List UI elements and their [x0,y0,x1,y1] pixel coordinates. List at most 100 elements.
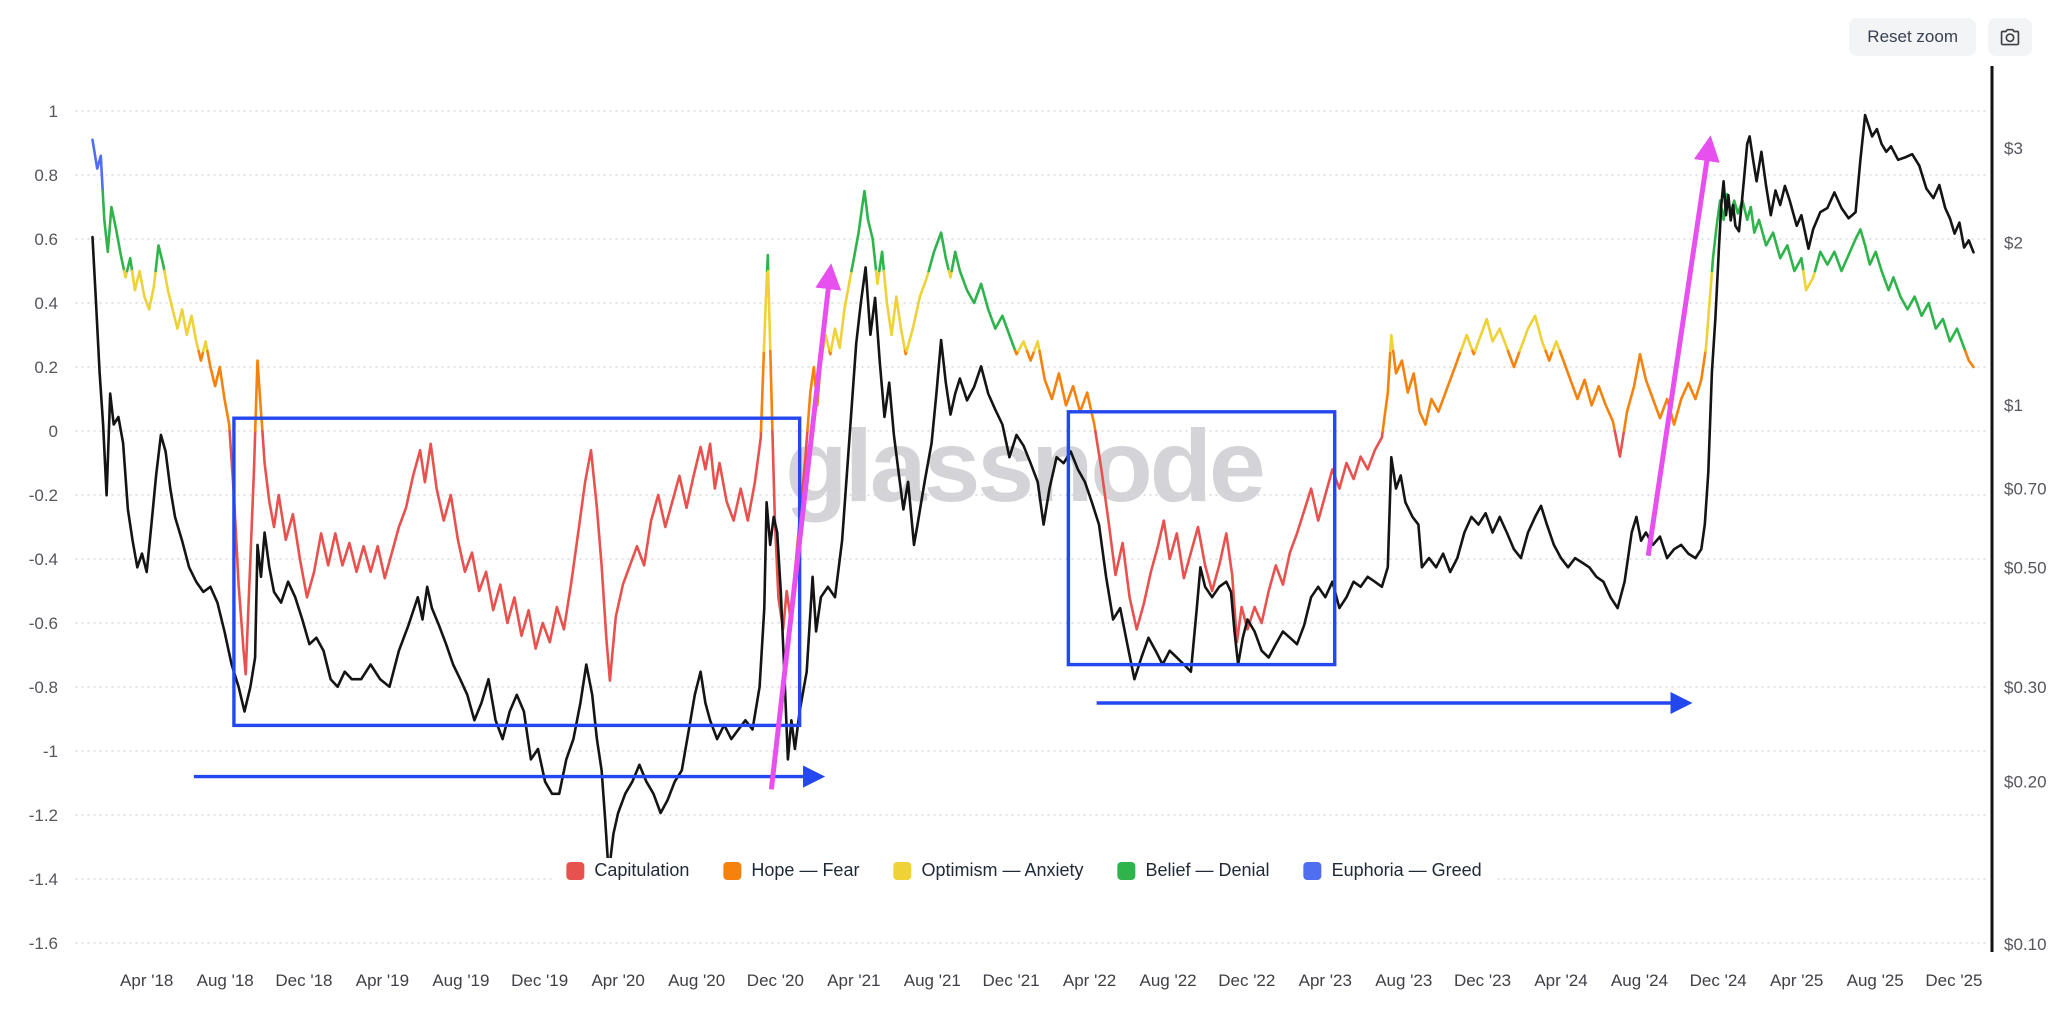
sentiment-line-segment [766,269,772,353]
x-axis-tick-label: Aug '18 [197,971,254,990]
legend-swatch [893,861,912,880]
price-line [91,113,1975,876]
sentiment-line-segment [1802,269,1817,292]
x-axis-tick-label: Aug '20 [668,971,725,990]
left-axis-tick-label: -1.2 [29,806,58,825]
sentiment-line-segment [1459,333,1474,353]
x-axis-tick-label: Apr '19 [356,971,409,990]
sentiment-line-segment [122,269,129,279]
sentiment-line-segment [1813,228,1967,353]
sentiment-line-segment [1025,349,1036,362]
sentiment-line-segment [1506,349,1521,369]
x-axis-tick-label: Dec '25 [1925,971,1982,990]
legend-label: Optimism — Anxiety [921,860,1084,880]
sentiment-line-segment [771,429,809,631]
x-axis-tick-label: Apr '20 [591,971,644,990]
right-axis-tick-label: $0.30 [2004,678,2047,697]
sentiment-line-segment [874,269,881,286]
sentiment-line-segment [1038,349,1097,433]
left-axis-tick-label: 0.8 [34,166,58,185]
sentiment-line-segment [829,269,853,353]
x-axis-tick-label: Dec '22 [1218,971,1275,990]
x-axis-tick-label: Apr '25 [1770,971,1823,990]
sentiment-line-segment [163,269,200,353]
left-axis-tick-label: -1.6 [29,934,58,953]
accumulation-box-1 [232,416,802,728]
left-axis-tick-label: -0.6 [29,614,58,633]
left-axis-tick-label: 0.6 [34,230,58,249]
sentiment-line-segment [882,269,907,353]
breakout-arrow-1 [768,263,842,790]
sentiment-line-segment [765,253,770,273]
x-axis-tick-label: Dec '23 [1454,971,1511,990]
sentiment-line-segment [130,269,157,311]
camera-icon [2000,28,2020,46]
legend-item[interactable]: Belief — Denial [1117,860,1270,881]
left-axis-tick-label: -1.4 [29,870,58,889]
right-axis-tick-label: $2 [2004,234,2023,253]
x-axis-tick-label: Dec '20 [747,971,804,990]
x-axis-tick-label: Apr '21 [827,971,880,990]
left-axis-tick-label: -0.4 [29,550,58,569]
left-axis-tick-label: -1 [43,742,58,761]
x-axis-tick-label: Apr '22 [1063,971,1116,990]
x-axis-tick-label: Aug '23 [1375,971,1432,990]
x-axis-tick-label: Apr '18 [120,971,173,990]
right-axis-tick-label: $0.20 [2004,773,2047,792]
sentiment-line-segment [1032,340,1041,353]
sentiment-line-segment [1964,349,1975,369]
sentiment-line-segment [253,359,264,433]
sentiment-line-segment [261,429,763,682]
legend-swatch [1117,861,1136,880]
sentiment-line-segment [101,189,126,273]
sentiment-line-segment [1389,333,1395,353]
x-axis-tick-label: Aug '24 [1611,971,1668,990]
legend-item[interactable]: Optimism — Anxiety [893,860,1084,881]
sentiment-line-segment [1017,340,1029,353]
right-axis-tick-label: $0.70 [2004,479,2047,498]
x-axis-tick-label: Aug '19 [432,971,489,990]
left-axis-tick-label: 0.4 [34,294,58,313]
left-axis-tick-label: -0.8 [29,678,58,697]
legend-label: Euphoria — Greed [1331,860,1482,880]
sentiment-line-segment [1544,349,1554,362]
sentiment-line-segment [1704,269,1714,353]
sentiment-line-segment [947,269,953,279]
left-axis-tick-label: -0.2 [29,486,58,505]
legend-label: Hope — Fear [751,860,860,880]
camera-button[interactable] [1988,18,2032,56]
sentiment-line-segment [1558,349,1617,433]
breakout-arrow-2 [1645,135,1720,557]
sentiment-line-segment [905,269,930,353]
sentiment-line-segment [202,340,209,353]
sentiment-line-segment [1518,314,1547,353]
reset-zoom-button[interactable]: Reset zoom [1849,18,1976,56]
sentiment-line-segment [91,138,104,193]
legend-item[interactable]: Hope — Fear [723,860,859,881]
sentiment-line-segment [1094,429,1384,644]
toolbar: Reset zoom [1849,18,2032,56]
sentiment-line-segment [197,349,205,362]
legend-item[interactable]: Capitulation [566,860,689,881]
right-axis-tick-label: $1 [2004,396,2023,415]
left-axis-tick-label: 0.2 [34,358,58,377]
sentiment-line-segment [206,349,231,433]
x-axis-tick-label: Aug '22 [1139,971,1196,990]
sentiment-line-segment [850,189,878,273]
legend-item[interactable]: Euphoria — Greed [1303,860,1482,881]
sentiment-line-segment [1551,340,1562,353]
sentiment-line-segment [762,269,769,353]
x-axis-tick-label: Dec '24 [1690,971,1747,990]
accumulation-box-2 [1066,410,1337,667]
x-axis-tick-label: Apr '23 [1299,971,1352,990]
legend-label: Belief — Denial [1145,860,1270,880]
x-axis-tick-label: Dec '19 [511,971,568,990]
sentiment-line-segment [1381,349,1392,433]
chart-legend: Capitulation Hope — Fear Optimism — Anxiet… [554,858,1494,883]
legend-label: Capitulation [594,860,690,880]
right-axis-tick-label: $3 [2004,139,2023,158]
glassnode-watermark: glassnode [785,409,1265,523]
sentiment-line-segment [878,250,886,273]
sentiment-line-segment [125,256,134,273]
